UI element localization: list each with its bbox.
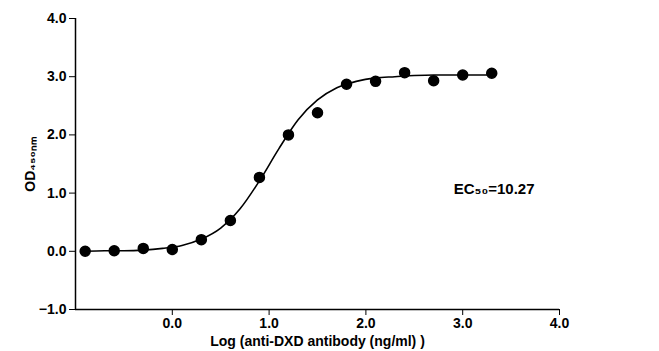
- svg-text:3.0: 3.0: [453, 315, 473, 331]
- svg-text:OD₄₅₀ₙₘ: OD₄₅₀ₙₘ: [22, 136, 38, 191]
- svg-text:4.0: 4.0: [550, 315, 570, 331]
- svg-text:0.0: 0.0: [47, 243, 67, 259]
- svg-text:Log (anti-DXD antibody (ng/ml): Log (anti-DXD antibody (ng/ml) ): [210, 333, 425, 349]
- svg-text:4.0: 4.0: [47, 10, 67, 26]
- svg-text:EC₅₀=10.27: EC₅₀=10.27: [454, 180, 535, 197]
- svg-text:−1.0: −1.0: [39, 301, 67, 317]
- svg-text:2.0: 2.0: [356, 315, 376, 331]
- svg-text:2.0: 2.0: [47, 126, 67, 142]
- svg-text:1.0: 1.0: [259, 315, 279, 331]
- svg-text:0.0: 0.0: [163, 315, 183, 331]
- svg-text:1.0: 1.0: [47, 185, 67, 201]
- svg-text:3.0: 3.0: [47, 68, 67, 84]
